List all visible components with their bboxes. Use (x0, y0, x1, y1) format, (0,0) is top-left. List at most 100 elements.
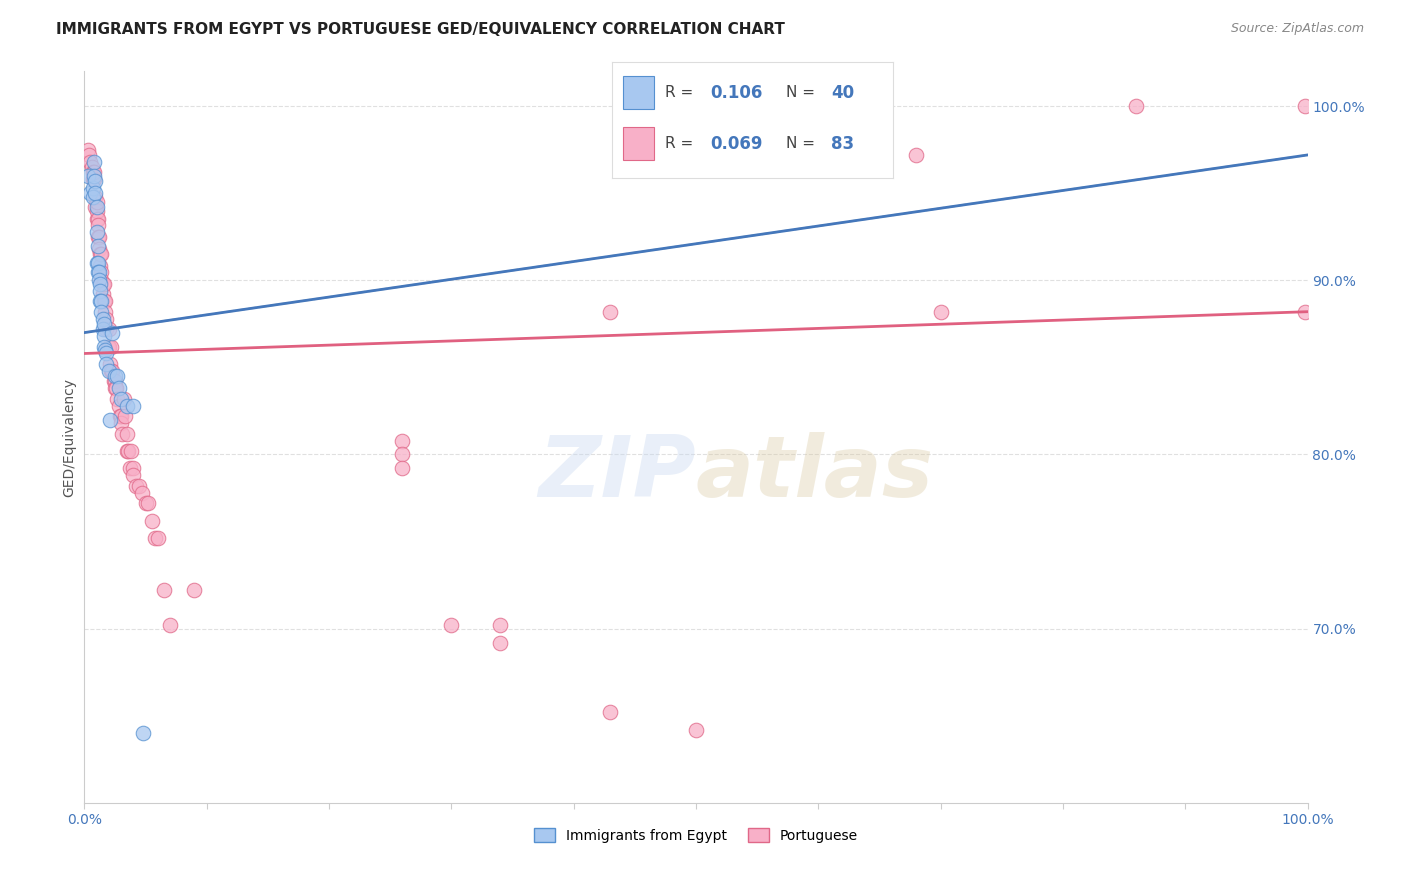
Point (599, 705, 621, 719)
Point (93, 317, 115, 331)
Text: 0.069: 0.069 (710, 135, 762, 153)
Point (105, 369, 128, 384)
Point (391, 448, 413, 462)
Point (97, 339, 120, 353)
Point (96, 346, 118, 360)
Point (489, 618, 512, 632)
Point (115, 426, 138, 441)
Point (159, 618, 181, 632)
Point (93, 277, 115, 291)
Point (79, 155, 101, 169)
Point (100, 364, 122, 378)
Point (132, 726, 155, 740)
Point (90, 265, 112, 279)
Point (82, 165, 104, 179)
Point (104, 375, 127, 389)
Point (105, 392, 128, 406)
Point (929, 304, 952, 318)
Point (599, 304, 621, 318)
Point (91, 311, 114, 326)
Point (89, 260, 111, 274)
Point (146, 531, 169, 545)
Point (125, 479, 148, 493)
Point (110, 392, 132, 406)
Point (93, 339, 115, 353)
Point (87, 242, 110, 256)
Point (117, 444, 139, 458)
Text: R =: R = (665, 136, 699, 151)
Point (82, 190, 104, 204)
Point (110, 409, 132, 424)
Point (103, 375, 125, 389)
Point (94, 294, 117, 309)
Point (86, 256, 108, 270)
Point (489, 635, 512, 649)
Point (77, 148, 100, 162)
Point (661, 99, 683, 113)
Point (97, 339, 120, 353)
Point (98, 412, 121, 426)
Point (128, 479, 150, 493)
Point (82, 181, 104, 195)
Point (87, 212, 110, 227)
Point (86, 225, 108, 239)
Point (131, 485, 153, 500)
Legend: Immigrants from Egypt, Portuguese: Immigrants from Egypt, Portuguese (529, 822, 863, 848)
Point (118, 461, 141, 475)
Point (93, 329, 115, 343)
Point (91, 287, 114, 301)
Point (83, 172, 105, 186)
Point (98, 357, 121, 371)
Point (96, 311, 118, 326)
Point (87, 218, 110, 232)
Point (87, 273, 110, 287)
Point (112, 392, 135, 406)
Point (89, 247, 111, 261)
Text: IMMIGRANTS FROM EGYPT VS PORTUGUESE GED/EQUIVALENCY CORRELATION CHART: IMMIGRANTS FROM EGYPT VS PORTUGUESE GED/… (56, 22, 785, 37)
Point (141, 514, 163, 528)
Point (107, 381, 129, 395)
Text: ZIP: ZIP (538, 432, 696, 516)
Text: 40: 40 (831, 84, 853, 102)
Text: Source: ZipAtlas.com: Source: ZipAtlas.com (1230, 22, 1364, 36)
Point (831, 148, 853, 162)
Point (94, 304, 117, 318)
Bar (623, 77, 654, 109)
Point (100, 339, 122, 353)
Point (87, 238, 110, 252)
Point (108, 409, 131, 424)
Point (87, 265, 110, 279)
Point (87, 229, 110, 244)
Point (89, 294, 111, 309)
Point (104, 381, 127, 395)
Point (86, 212, 108, 227)
Point (391, 434, 413, 448)
Point (87, 265, 110, 279)
Point (83, 155, 105, 169)
Point (122, 399, 145, 413)
Point (96, 322, 118, 336)
Point (86, 203, 108, 218)
Point (86, 200, 108, 214)
Point (97, 322, 120, 336)
Point (391, 461, 413, 475)
Bar (623, 128, 654, 160)
Point (136, 496, 159, 510)
Point (685, 723, 707, 737)
Point (91, 277, 114, 291)
Point (91, 322, 114, 336)
Point (87, 256, 110, 270)
Point (80, 160, 103, 174)
Point (115, 399, 138, 413)
Point (83, 169, 105, 183)
Point (120, 444, 142, 458)
Point (110, 416, 132, 430)
Point (87, 229, 110, 244)
Point (122, 468, 145, 483)
Point (440, 618, 463, 632)
Point (96, 357, 118, 371)
Point (90, 273, 112, 287)
Text: R =: R = (665, 85, 699, 100)
Point (84, 174, 107, 188)
Point (143, 531, 166, 545)
